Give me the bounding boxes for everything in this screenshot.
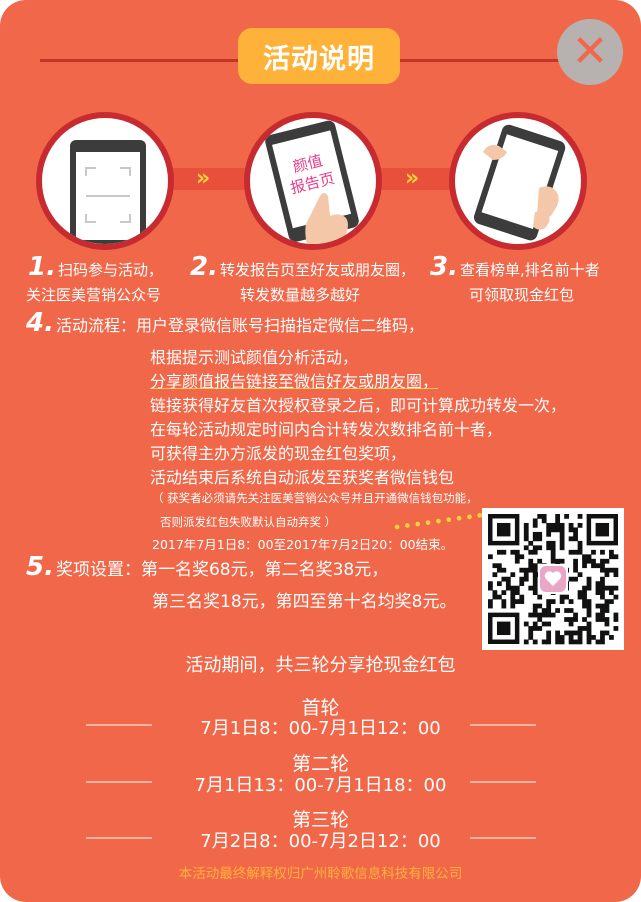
process-note-2: 否则派发红包失败默认自动弃奖 ） xyxy=(160,515,337,529)
round-2-line-right xyxy=(470,781,536,783)
process-line: 可获得主办方派发的现金红包奖项， xyxy=(150,444,407,463)
share-report-icon: 颜值 报告页 xyxy=(244,112,382,250)
round-3-name: 第三轮 xyxy=(291,809,349,831)
footer-copyright: 本活动最终解释权归广州聆歌信息科技有限公司 xyxy=(178,866,463,882)
step-2-line-1: 2. 转发报告页至好友或朋友圈， xyxy=(190,252,415,282)
chevron-right-icon: » xyxy=(405,166,419,191)
qr-code-pattern xyxy=(488,514,619,645)
chevron-right-icon: » xyxy=(196,166,210,191)
step-1-line-1: 1. 扫码参与活动， xyxy=(28,252,163,282)
activity-dates: 2017年7月1日8：00至2017年7月2日20：00结束。 xyxy=(152,537,454,552)
round-2-time: 7月1日13：00-7月1日18：00 xyxy=(194,775,447,796)
rounds-title: 活动期间，共三轮分享抢现金红包 xyxy=(185,655,456,676)
round-1-time: 7月1日8：00-7月1日12：00 xyxy=(200,718,441,739)
dotted-connector: ••••••••• xyxy=(391,505,487,538)
round-3-time: 7月2日8：00-7月2日12：00 xyxy=(200,831,441,852)
process-line: 链接获得好友首次授权登录之后，即可计算成功转发一次， xyxy=(150,396,567,415)
step-1-line-2: 关注医美营销公众号 xyxy=(26,286,162,304)
step-3-line-1: 3. 查看榜单,排名前十者 xyxy=(430,252,600,282)
step-3-line-2: 可领取现金红包 xyxy=(469,286,575,304)
round-3-line-right xyxy=(470,837,536,839)
process-line: 在每轮活动规定时间内合计转发次数排名前十者， xyxy=(150,420,503,439)
round-1-name: 首轮 xyxy=(301,697,340,719)
round-2-line-left xyxy=(86,781,152,783)
round-1-line-right xyxy=(470,724,536,726)
process-line: 分享颜值报告链接至微信好友或朋友圈， xyxy=(150,372,439,391)
step-connector-1 xyxy=(160,168,260,190)
process-note-1: （ 获奖者必须请先关注医美营销公众号并且开通微信钱包功能， xyxy=(152,491,478,505)
close-icon[interactable]: ✕ xyxy=(557,19,623,85)
prizes-heading: 5. 奖项设置：第一名奖68元，第二名奖38元， xyxy=(26,552,389,582)
ranking-phone-icon xyxy=(449,112,587,250)
process-line: 活动结束后系统自动派发至获奖者微信钱包 xyxy=(150,468,455,487)
title-divider-right xyxy=(400,59,560,62)
round-3-line-left xyxy=(86,837,152,839)
process-heading: 4. 活动流程：用户登录微信账号扫描指定微信二维码， xyxy=(26,308,424,338)
round-2-name: 第二轮 xyxy=(291,753,349,775)
process-line: 根据提示测试颜值分析活动， xyxy=(150,348,359,367)
prizes-line-2: 第三名奖18元，第四至第十名均奖8元。 xyxy=(152,592,457,612)
scan-phone-icon xyxy=(36,112,174,250)
step-connector-2 xyxy=(360,168,470,190)
page-title: 活动说明 xyxy=(238,28,400,84)
title-divider-left xyxy=(40,59,240,62)
qr-code[interactable] xyxy=(482,508,624,650)
round-1-line-left xyxy=(86,724,152,726)
step-2-line-2: 转发数量越多越好 xyxy=(240,286,361,304)
